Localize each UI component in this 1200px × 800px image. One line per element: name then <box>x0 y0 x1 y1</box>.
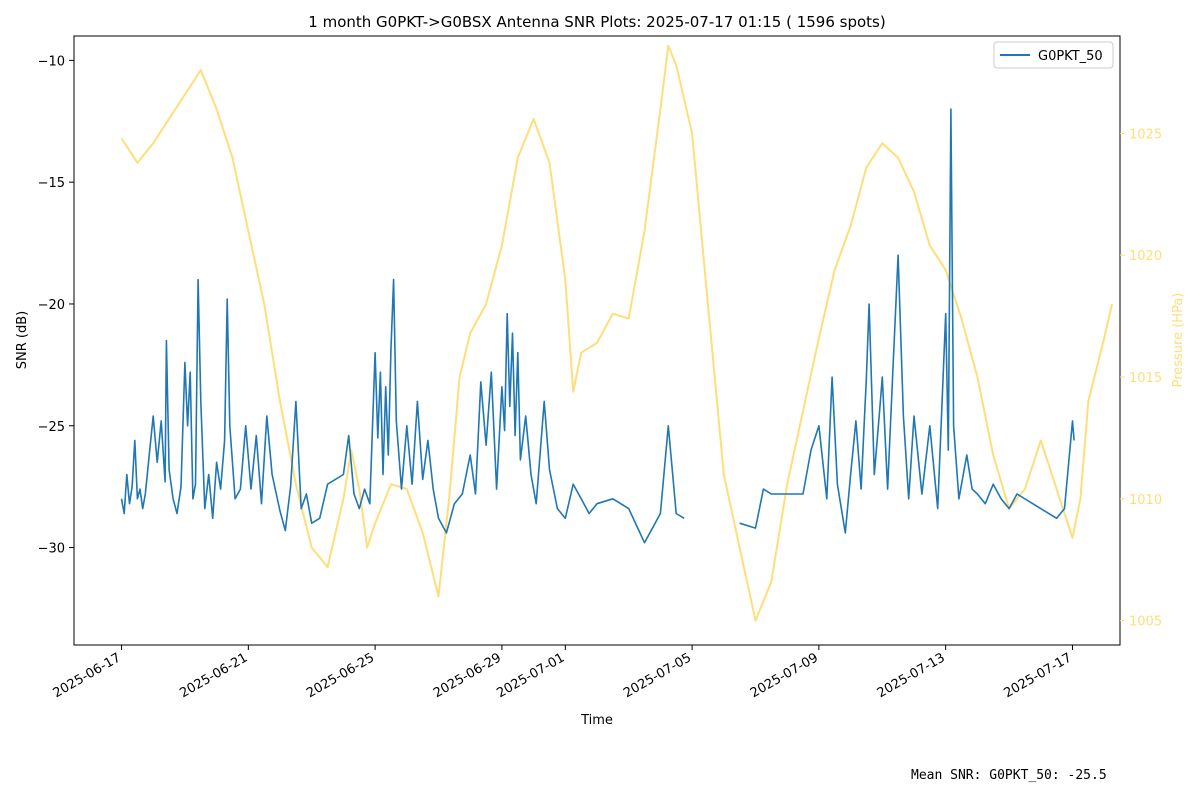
x-tick-label: 2025-06-25 <box>304 650 377 701</box>
y-tick-label: −20 <box>38 298 65 313</box>
pressure-line <box>120 44 1114 622</box>
y2-axis-label: Pressure (HPa) <box>1171 293 1186 388</box>
x-tick-label: 2025-07-13 <box>875 650 948 701</box>
chart-title: 1 month G0PKT->G0BSX Antenna SNR Plots: … <box>308 13 885 31</box>
y-tick-label: −30 <box>38 542 65 557</box>
y2-tick-label: 1010 <box>1129 493 1162 508</box>
snr-series <box>120 108 1075 544</box>
plot-frame <box>73 35 1121 646</box>
y2-tick-label: 1020 <box>1129 249 1162 264</box>
x-axis-label: Time <box>580 713 613 728</box>
mean-snr-note: Mean SNR: G0PKT_50: -25.5 <box>911 768 1107 783</box>
x-tick-label: 2025-06-17 <box>51 650 124 701</box>
pressure-series <box>120 44 1114 622</box>
y-tick-label: −15 <box>38 176 65 191</box>
x-tick-label: 2025-06-29 <box>431 650 504 701</box>
x-tick-label: 2025-06-21 <box>177 650 250 701</box>
y-axis-label: SNR (dB) <box>15 311 30 369</box>
y-tick-label: −25 <box>38 420 65 435</box>
x-tick-label: 2025-07-01 <box>494 650 567 701</box>
y2-axis: 1005 1010 1015 1020 1025 <box>1120 127 1162 630</box>
y-tick-label: −10 <box>38 54 65 69</box>
y2-tick-label: 1015 <box>1129 371 1162 386</box>
x-tick-label: 2025-07-05 <box>621 650 694 701</box>
legend-entry: G0PKT_50 <box>1038 49 1103 64</box>
x-tick-label: 2025-07-17 <box>1002 650 1075 701</box>
y-axis: −10 −15 −20 −25 −30 <box>38 54 74 557</box>
snr-line-0 <box>120 278 685 544</box>
y2-tick-label: 1005 <box>1129 615 1162 630</box>
legend: G0PKT_50 <box>993 41 1114 69</box>
snr-line-1 <box>739 108 1075 534</box>
x-axis: 2025-06-17 2025-06-21 2025-06-25 2025-06-29… <box>51 645 1075 701</box>
y2-tick-label: 1025 <box>1129 127 1162 142</box>
legend-box <box>993 41 1114 69</box>
x-tick-label: 2025-07-09 <box>748 650 821 701</box>
